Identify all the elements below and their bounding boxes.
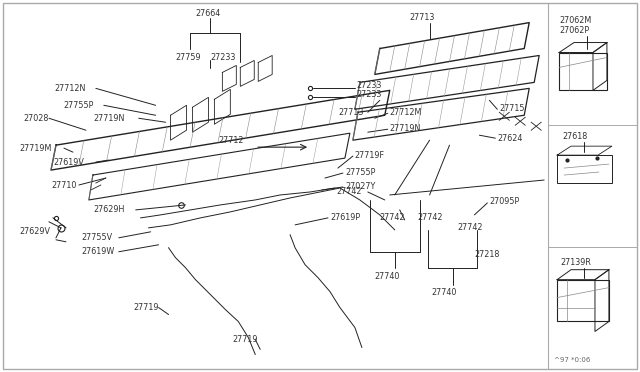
Text: 27618: 27618 <box>562 132 588 141</box>
Text: 27233: 27233 <box>357 90 382 99</box>
Text: 27713: 27713 <box>338 108 364 117</box>
Text: ^97 *0:06: ^97 *0:06 <box>554 357 591 363</box>
Text: 27742: 27742 <box>458 223 483 232</box>
Text: 27624: 27624 <box>497 134 523 143</box>
Text: 27715: 27715 <box>499 104 525 113</box>
Text: 27218: 27218 <box>474 250 500 259</box>
Text: 27719: 27719 <box>232 335 258 344</box>
Text: 27719M: 27719M <box>19 144 51 153</box>
Text: 27719F: 27719F <box>355 151 385 160</box>
Text: 27713: 27713 <box>410 13 435 22</box>
Text: 27629V: 27629V <box>19 227 50 236</box>
Text: 27742: 27742 <box>418 214 443 222</box>
Text: 27027Y: 27027Y <box>345 182 375 190</box>
Text: 27742: 27742 <box>336 187 362 196</box>
Text: 27619P: 27619P <box>330 214 360 222</box>
Bar <box>559 52 607 90</box>
Text: 27710: 27710 <box>51 180 76 189</box>
Text: 27619V: 27619V <box>53 158 84 167</box>
Text: 27742: 27742 <box>380 214 405 222</box>
Text: 27062M: 27062M <box>559 16 591 25</box>
Text: 27719N: 27719N <box>94 114 125 123</box>
Text: 27719N: 27719N <box>390 124 421 133</box>
Text: 27233: 27233 <box>357 81 382 90</box>
Text: 27719: 27719 <box>134 303 159 312</box>
Text: 27062P: 27062P <box>559 26 589 35</box>
Text: 27712M: 27712M <box>390 108 422 117</box>
Text: 27712N: 27712N <box>54 84 85 93</box>
Bar <box>557 155 612 183</box>
Text: 27139R: 27139R <box>560 258 591 267</box>
Text: 27755P: 27755P <box>63 101 93 110</box>
Text: 27755V: 27755V <box>81 233 112 242</box>
Text: 27664: 27664 <box>195 9 221 17</box>
Text: 27233: 27233 <box>211 52 236 61</box>
Text: 27028: 27028 <box>23 114 49 123</box>
Bar <box>557 280 609 321</box>
Text: 27755P: 27755P <box>345 167 375 177</box>
Text: 27740: 27740 <box>375 272 400 281</box>
Text: 27095P: 27095P <box>490 198 520 206</box>
Text: 27619W: 27619W <box>81 247 114 256</box>
Text: 27629H: 27629H <box>94 205 125 214</box>
Text: 27712: 27712 <box>218 136 244 145</box>
Text: 27759: 27759 <box>175 52 201 61</box>
Text: 27740: 27740 <box>431 288 457 296</box>
